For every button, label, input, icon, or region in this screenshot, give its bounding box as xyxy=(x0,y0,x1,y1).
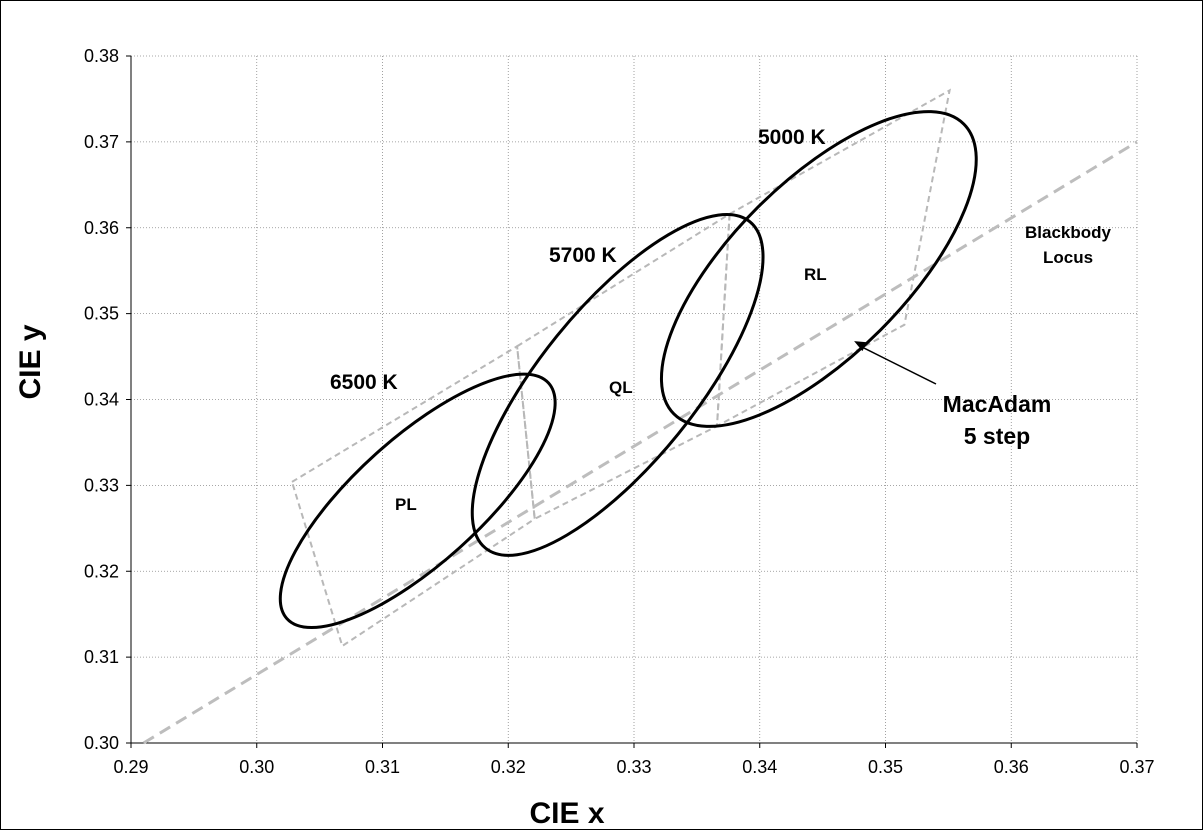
annotation-arrow xyxy=(854,341,937,385)
x-tick-label: 0.36 xyxy=(994,757,1029,777)
cct-quadrangle xyxy=(290,344,536,648)
macadam-ellipse xyxy=(659,110,978,428)
x-tick-label: 0.34 xyxy=(742,757,777,777)
blackbody-locus-line xyxy=(142,140,1138,745)
y-tick-label: 0.35 xyxy=(84,304,119,324)
annotation-line2: 5 step xyxy=(964,423,1030,449)
x-tick-label: 0.35 xyxy=(868,757,903,777)
y-tick-label: 0.34 xyxy=(84,390,119,410)
x-tick-label: 0.29 xyxy=(113,757,148,777)
cct-label-5000: 5000 K xyxy=(758,126,826,149)
y-tick-label: 0.31 xyxy=(84,647,119,667)
cct-label-5700: 5700 K xyxy=(549,244,617,267)
annotation-arrowhead xyxy=(854,341,867,352)
labels: 6500 K 5700 K 5000 K PL QL RL Blackbody … xyxy=(14,126,1112,830)
y-tick-label: 0.38 xyxy=(84,46,119,66)
annotation-line1: MacAdam xyxy=(943,391,1052,417)
axes: 0.29 0.30 0.31 0.32 0.33 0.34 0.35 0.36 0.37 0.30… xyxy=(84,46,1155,777)
ellipse-label-pl: PL xyxy=(395,495,417,514)
ellipse-label-rl: RL xyxy=(804,265,827,284)
cct-quadrangle xyxy=(715,88,951,428)
x-tick-label: 0.33 xyxy=(616,757,651,777)
cct-label-6500: 6500 K xyxy=(330,371,398,394)
annotation-arrow-line xyxy=(859,345,937,385)
x-tick-label: 0.37 xyxy=(1119,757,1154,777)
blackbody-locus xyxy=(142,140,1138,745)
locus-label-line2: Locus xyxy=(1043,248,1093,267)
ellipse-label-ql: QL xyxy=(609,378,633,397)
macadam-ellipses xyxy=(278,110,978,630)
x-tick-label: 0.30 xyxy=(239,757,274,777)
macadam-ellipse xyxy=(278,372,557,630)
y-tick-label: 0.33 xyxy=(84,475,119,495)
cct-quadrangles xyxy=(290,88,951,648)
y-tick-label: 0.32 xyxy=(84,561,119,581)
x-tick-label: 0.32 xyxy=(491,757,526,777)
x-axis-title: CIE x xyxy=(529,797,604,830)
y-tick-label: 0.37 xyxy=(84,132,119,152)
locus-label-line1: Blackbody xyxy=(1025,223,1112,242)
macadam-ellipse xyxy=(470,212,765,557)
y-tick-label: 0.36 xyxy=(84,218,119,238)
y-tick-label: 0.30 xyxy=(84,733,119,753)
y-axis-title: CIE y xyxy=(14,324,47,399)
x-tick-label: 0.31 xyxy=(365,757,400,777)
